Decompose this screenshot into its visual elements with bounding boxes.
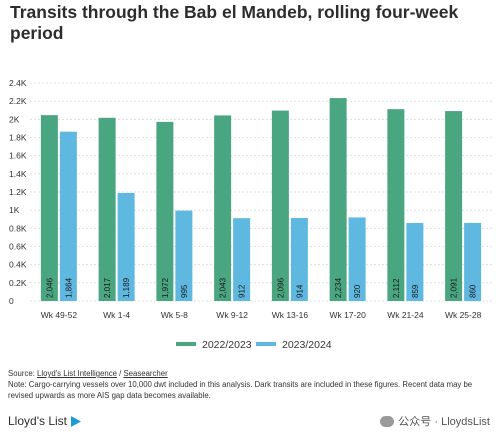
data-label: 1,972 (161, 277, 170, 298)
x-tick-label: Wk 13-16 (272, 310, 309, 320)
bar (329, 98, 347, 301)
source-link-seasearcher[interactable]: Seasearcher (123, 369, 168, 378)
source-link-lloyds[interactable]: Lloyd's List Intelligence (37, 369, 117, 378)
y-tick-label: 1.6K (9, 151, 27, 161)
bar-chart: 0 0.2K 0.4K 0.6K 0.8K 1K 1.2K 1.4K 1.6K 1.8K 2K 2.2… (9, 78, 492, 351)
bar (233, 218, 251, 301)
x-tick-label: Wk 5-8 (161, 310, 188, 320)
x-tick-label: Wk 25-28 (445, 310, 482, 320)
bar (40, 115, 58, 301)
y-tick-label: 1K (9, 205, 20, 215)
data-label: 2,043 (219, 277, 228, 298)
data-label: 2,112 (392, 278, 401, 298)
data-label: 2,046 (45, 277, 54, 298)
y-tick-label: 0.6K (9, 242, 27, 252)
data-label: 860 (469, 284, 478, 298)
y-tick-label: 0.2K (9, 278, 27, 288)
bar (156, 121, 174, 301)
bar (348, 217, 366, 301)
legend-label: 2022/2023 (202, 339, 252, 351)
data-label: 920 (353, 284, 362, 298)
y-tick-label: 1.8K (9, 133, 27, 143)
x-tick-label: Wk 17-20 (329, 310, 366, 320)
data-label: 912 (238, 284, 247, 298)
y-tick-label: 1.4K (9, 169, 27, 179)
y-tick-label: 2.2K (9, 96, 27, 106)
data-label: 2,096 (276, 277, 285, 298)
data-label: 1,864 (64, 277, 73, 298)
data-label: 2,234 (334, 277, 343, 298)
x-tick-label: Wk 49-52 (41, 310, 78, 320)
x-tick-label: Wk 21-24 (387, 310, 424, 320)
x-tick-label: Wk 9-12 (216, 310, 248, 320)
source-prefix: Source: (8, 369, 38, 378)
data-label: 2,091 (450, 277, 459, 298)
y-tick-label: 1.2K (9, 187, 27, 197)
data-label: 859 (411, 284, 420, 298)
y-tick-label: 0.8K (9, 223, 27, 233)
brand-logo: Lloyd's List (8, 414, 82, 428)
bar (290, 217, 308, 301)
bar (445, 111, 463, 301)
y-tick-label: 0.4K (9, 260, 27, 270)
source-note: Source: Lloyd's List Intelligence / Seas… (8, 368, 496, 401)
note-line-2: revised upwards as more AIS gap data bec… (8, 391, 211, 400)
legend-label: 2023/2024 (282, 339, 332, 351)
brand-flag-icon (71, 415, 81, 427)
source-line: Source: Lloyd's List Intelligence / Seas… (8, 368, 496, 379)
data-label: 995 (180, 284, 189, 298)
chart-title: Transits through the Bab el Mandeb, roll… (10, 2, 459, 43)
x-tick-label: Wk 1-4 (103, 310, 130, 320)
bar (59, 131, 77, 301)
bar (406, 222, 424, 301)
watermark: 公众号 · LloydsList (380, 413, 490, 429)
bar (98, 117, 116, 301)
y-tick-label: 2.4K (9, 78, 27, 88)
y-tick-label: 2K (9, 114, 20, 124)
source-separator: / (116, 369, 124, 378)
watermark-text: 公众号 · LloydsList (398, 416, 490, 428)
data-label: 914 (295, 284, 304, 298)
y-tick-label: 0 (9, 296, 14, 306)
wechat-icon (380, 415, 395, 427)
bar (117, 192, 135, 301)
brand-name: Lloyd's List (8, 414, 67, 428)
bar (271, 110, 289, 301)
bar (387, 109, 405, 301)
data-label: 1,189 (122, 277, 131, 298)
bar (464, 222, 482, 301)
bar (214, 115, 232, 302)
data-label: 2,017 (103, 277, 112, 298)
bar (175, 210, 193, 301)
note-line-1: Note: Cargo-carrying vessels over 10,000… (8, 380, 473, 389)
